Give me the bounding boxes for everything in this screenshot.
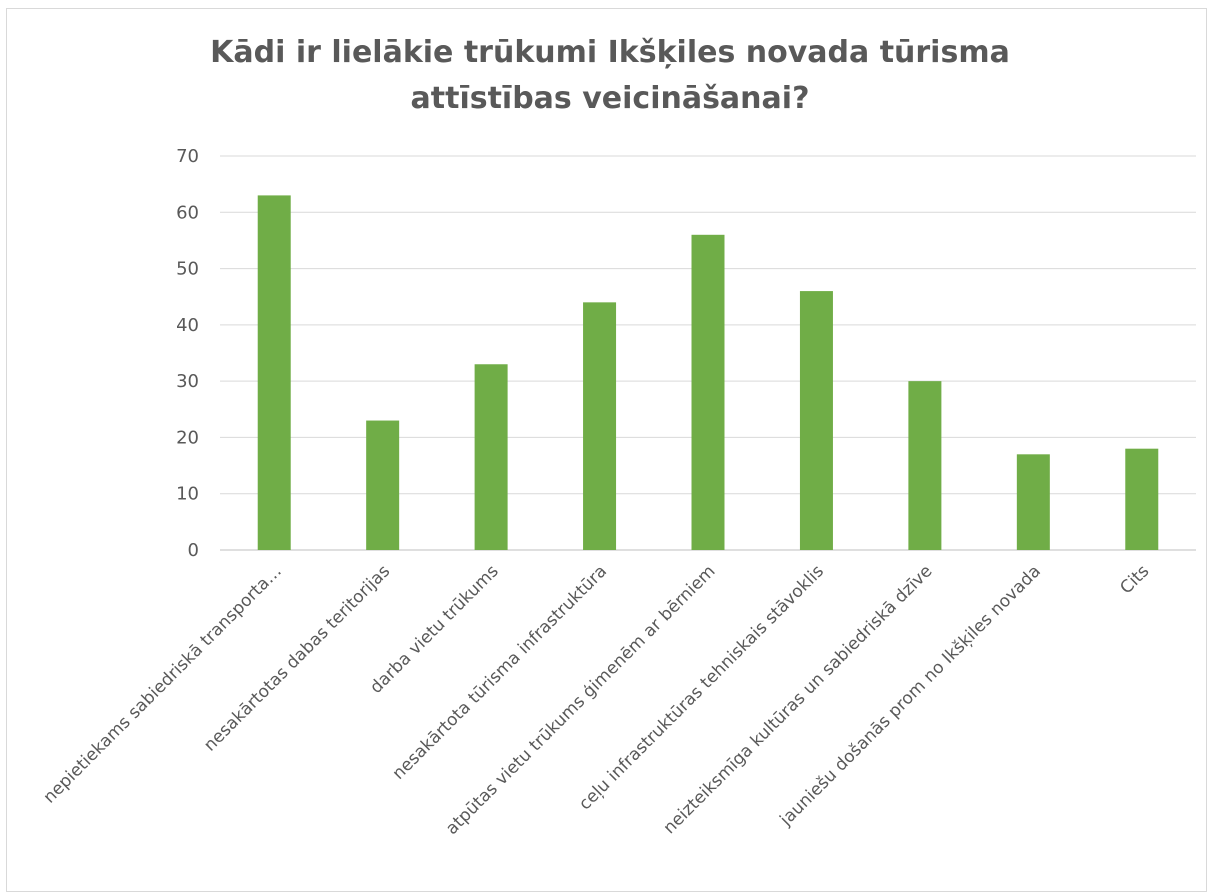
bar (691, 234, 725, 551)
y-tick-label: 40 (176, 315, 199, 336)
y-tick-label: 0 (188, 540, 199, 561)
chart-title: Kādi ir lielākie trūkumi Ikšķiles novada… (210, 35, 1010, 116)
x-tick-label: nesakārtotas dabas teritorijas (200, 561, 394, 755)
y-tick-label: 70 (176, 146, 199, 167)
bars (257, 195, 1159, 551)
x-tick-label: ceļu infrastruktūras tehniskais stāvokli… (575, 561, 828, 814)
bar (799, 291, 833, 550)
bar (583, 302, 617, 550)
x-tick-label: nesakārtota tūrisma infrastruktūra (389, 561, 611, 783)
bar (908, 381, 942, 550)
x-tick-label: jauniešu došanās prom no Ikšķiles novada (776, 561, 1045, 830)
y-tick-label: 60 (176, 202, 199, 223)
bar (257, 195, 291, 550)
bar (366, 420, 400, 550)
y-tick-label: 20 (176, 427, 199, 448)
y-tick-label: 50 (176, 259, 199, 280)
bar (1125, 448, 1159, 550)
bar (474, 364, 508, 550)
bar (1016, 454, 1050, 550)
y-tick-label: 10 (176, 484, 199, 505)
x-tick-label: Cits (1116, 561, 1153, 598)
y-tick-label: 30 (176, 371, 199, 392)
x-tick-label: nepietiekams sabiedriskā transporta… (40, 561, 286, 807)
